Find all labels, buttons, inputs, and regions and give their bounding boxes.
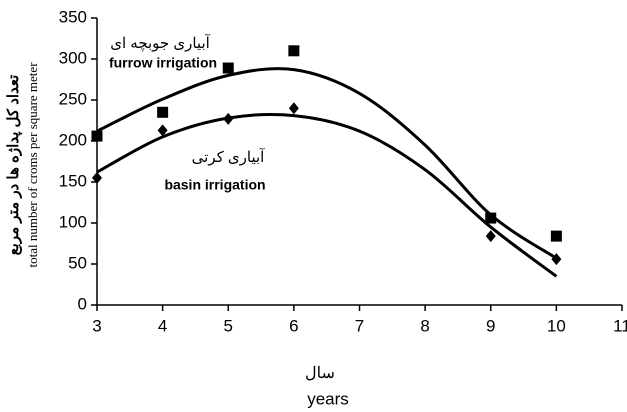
- diamond-marker: [223, 112, 234, 125]
- trend-line: [96, 112, 558, 278]
- trend-line: [96, 67, 558, 260]
- y-tick-label: 200: [59, 130, 87, 149]
- diamond-marker: [485, 230, 496, 243]
- y-tick-label: 300: [59, 48, 87, 67]
- x-tick-label: 3: [92, 316, 101, 335]
- y-tick-label: 50: [68, 253, 87, 272]
- y-axis-label-en: total number of croms per square meter: [25, 62, 40, 268]
- annotation: basin irrigation: [164, 177, 265, 193]
- y-axis-label-fa: تعداد کل پداژه ها در متر مربع: [5, 75, 23, 256]
- square-marker: [288, 45, 300, 57]
- diamond-marker: [288, 102, 299, 115]
- diamond-marker: [157, 124, 168, 137]
- square-marker: [91, 130, 103, 142]
- square-marker: [550, 230, 562, 242]
- x-axis-label-en: years: [307, 389, 349, 408]
- y-tick-label: 250: [59, 89, 87, 108]
- x-tick-label: 8: [420, 316, 429, 335]
- diamond-marker: [92, 171, 102, 184]
- y-tick-label: 150: [59, 171, 87, 190]
- x-tick-label: 4: [158, 316, 167, 335]
- x-tick-label: 9: [486, 316, 495, 335]
- y-tick-label: 0: [78, 294, 87, 313]
- x-tick-label: 7: [355, 316, 364, 335]
- y-tick-label: 100: [59, 212, 87, 231]
- y-tick-label: 350: [59, 7, 87, 26]
- square-marker: [222, 62, 234, 74]
- x-axis-label-fa: سال: [305, 365, 335, 382]
- square-marker: [157, 106, 169, 118]
- x-tick-label: 5: [224, 316, 233, 335]
- x-tick-label: 11: [613, 316, 627, 335]
- annotation: آبیاری کرتی: [192, 148, 266, 166]
- annotation: آبیاری جوبچه ای: [110, 34, 210, 52]
- diamond-marker: [551, 253, 562, 266]
- annotation: furrow irrigation: [109, 55, 217, 71]
- x-tick-label: 6: [289, 316, 298, 335]
- square-marker: [485, 212, 497, 224]
- x-tick-label: 10: [547, 316, 566, 335]
